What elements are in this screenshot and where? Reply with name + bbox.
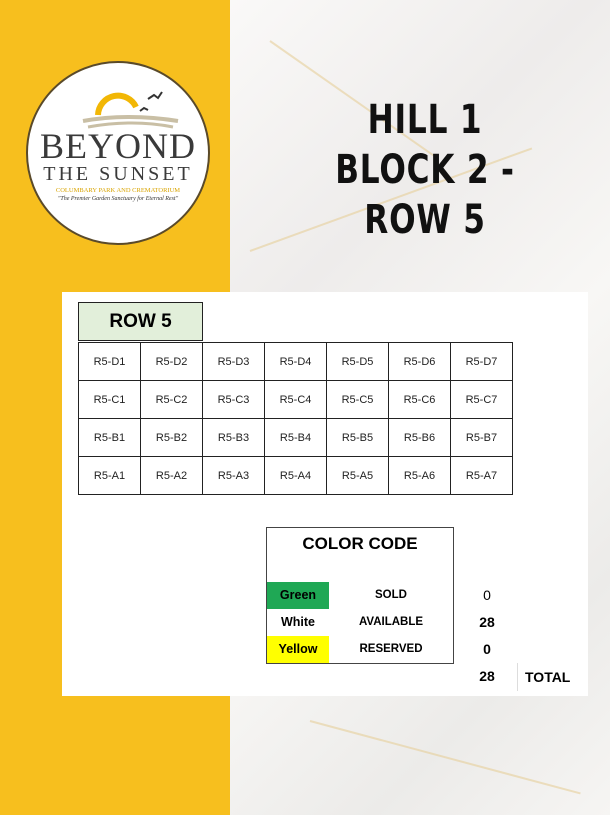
niche-cell[interactable]: R5-B2: [140, 418, 203, 457]
logo-name: BEYOND: [40, 126, 196, 166]
niche-grid: R5-D1 R5-D2 R5-D3 R5-D4 R5-D5 R5-D6 R5-D7 R5-C1…: [78, 342, 513, 495]
niche-cell[interactable]: R5-B6: [388, 418, 451, 457]
niche-cell[interactable]: R5-B3: [202, 418, 265, 457]
grid-row: R5-B1 R5-B2 R5-B3 R5-B4 R5-B5 R5-B6 R5-B7: [78, 418, 513, 457]
status-label: AVAILABLE: [358, 616, 424, 628]
total-label: TOTAL: [517, 663, 570, 691]
total-count: 28: [479, 668, 495, 684]
color-swatch: Yellow: [267, 636, 329, 663]
niche-cell[interactable]: R5-B5: [326, 418, 389, 457]
niche-cell[interactable]: R5-A7: [450, 456, 513, 495]
niche-cell[interactable]: R5-C2: [140, 380, 203, 419]
niche-cell[interactable]: R5-D2: [140, 342, 203, 381]
niche-cell[interactable]: R5-A4: [264, 456, 327, 495]
status-label: RESERVED: [359, 643, 423, 655]
color-code-legend: COLOR CODE Green SOLD White AVAILABLE Yellow…: [266, 527, 454, 664]
legend-row-reserved: Yellow RESERVED: [267, 636, 453, 663]
niche-cell[interactable]: R5-A1: [78, 456, 141, 495]
niche-cell[interactable]: R5-A2: [140, 456, 203, 495]
logo-tagline: "The Premier Garden Sanctuary for Eterna…: [57, 196, 179, 202]
grid-row: R5-C1 R5-C2 R5-C3 R5-C4 R5-C5 R5-C6 R5-C7: [78, 380, 513, 419]
color-swatch: Green: [267, 582, 329, 609]
niche-cell[interactable]: R5-D5: [326, 342, 389, 381]
niche-cell[interactable]: R5-C1: [78, 380, 141, 419]
status-label: SOLD: [375, 589, 407, 601]
niche-cell[interactable]: R5-A5: [326, 456, 389, 495]
niche-cell[interactable]: R5-D6: [388, 342, 451, 381]
logo: BEYOND THE SUNSET COLUMBARY PARK AND CRE…: [26, 61, 210, 245]
niche-cell[interactable]: R5-A3: [202, 456, 265, 495]
title-line2: BLOCK 2 - ROW 5: [335, 147, 515, 243]
grid-row: R5-D1 R5-D2 R5-D3 R5-D4 R5-D5 R5-D6 R5-D7: [78, 342, 513, 381]
legend-row-sold: Green SOLD: [267, 582, 453, 609]
niche-cell[interactable]: R5-C7: [450, 380, 513, 419]
row-label: ROW 5: [78, 302, 203, 341]
niche-cell[interactable]: R5-A6: [388, 456, 451, 495]
title-line1: HILL 1: [367, 97, 483, 143]
legend-row-available: White AVAILABLE: [267, 609, 453, 636]
color-code-title: COLOR CODE: [302, 534, 418, 553]
color-swatch: White: [267, 609, 329, 636]
niche-cell[interactable]: R5-D7: [450, 342, 513, 381]
niche-cell[interactable]: R5-B1: [78, 418, 141, 457]
logo-name2: THE SUNSET: [43, 163, 193, 185]
row-panel: ROW 5 R5-D1 R5-D2 R5-D3 R5-D4 R5-D5 R5-D6 R5-D…: [62, 292, 588, 696]
niche-cell[interactable]: R5-C5: [326, 380, 389, 419]
niche-cell[interactable]: R5-C6: [388, 380, 451, 419]
logo-subtitle: COLUMBARY PARK AND CREMATORIUM: [55, 187, 181, 194]
count-reserved: 0: [483, 641, 491, 657]
niche-cell[interactable]: R5-D1: [78, 342, 141, 381]
niche-cell[interactable]: R5-D3: [202, 342, 265, 381]
page-title: HILL 1 BLOCK 2 - ROW 5: [296, 95, 553, 245]
niche-cell[interactable]: R5-C3: [202, 380, 265, 419]
grid-row: R5-A1 R5-A2 R5-A3 R5-A4 R5-A5 R5-A6 R5-A7: [78, 456, 513, 495]
count-available: 28: [479, 614, 495, 630]
niche-cell[interactable]: R5-D4: [264, 342, 327, 381]
niche-cell[interactable]: R5-B7: [450, 418, 513, 457]
niche-cell[interactable]: R5-B4: [264, 418, 327, 457]
count-sold: 0: [483, 587, 491, 603]
niche-cell[interactable]: R5-C4: [264, 380, 327, 419]
